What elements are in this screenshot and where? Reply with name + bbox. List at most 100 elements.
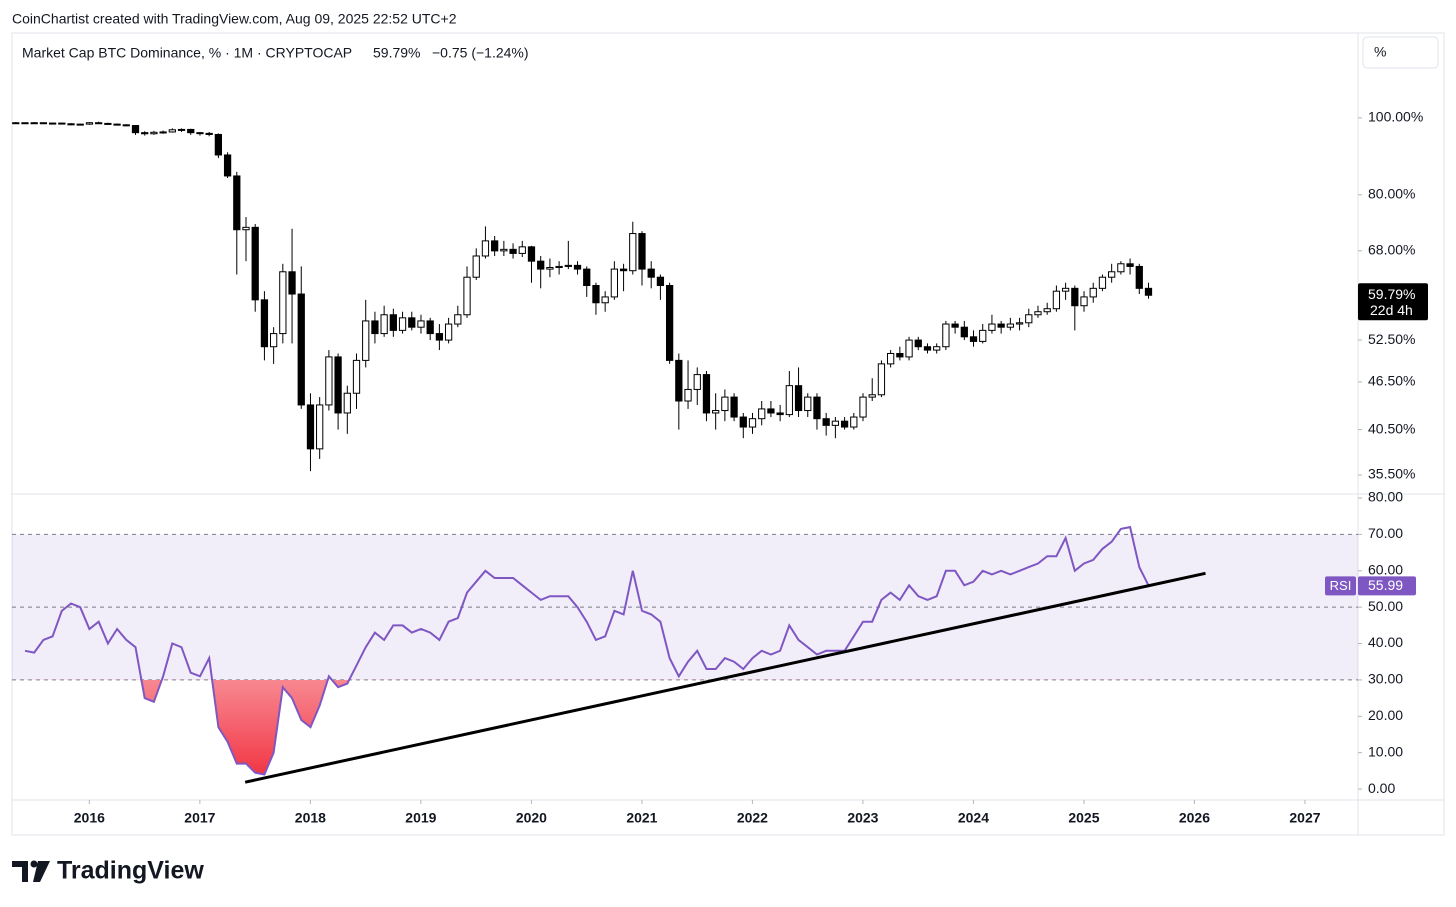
candle-body [426, 320, 434, 335]
y-tick-label: 80.00% [1368, 186, 1415, 202]
x-tick-label: 2025 [1068, 810, 1099, 826]
logo [12, 860, 50, 882]
candle-body [656, 276, 665, 287]
rsi-y-tick-label: 40.00 [1368, 634, 1403, 650]
rsi-oversold-fill [24, 679, 1149, 775]
y-tick-label: 52.50% [1368, 331, 1415, 347]
x-tick-label: 2018 [295, 810, 326, 826]
candle-body [1052, 290, 1061, 310]
candle-body [923, 346, 932, 351]
candle-body [408, 317, 416, 328]
x-tick-label: 2024 [958, 810, 989, 826]
rsi-value-label: 55.99 [1368, 577, 1403, 593]
candle-body [712, 410, 720, 414]
candle-body [1015, 322, 1024, 325]
rsi-value-badge [1358, 576, 1416, 596]
candle-body [1108, 271, 1116, 278]
candle-body [748, 418, 757, 428]
candle-body [509, 248, 517, 254]
candle-body [1025, 314, 1033, 324]
y-tick-label: 40.50% [1368, 420, 1415, 436]
x-tick-label: 2019 [405, 810, 436, 826]
x-tick-label: 2026 [1179, 810, 1210, 826]
y-tick-label: 46.50% [1368, 373, 1415, 389]
candle-body [776, 412, 784, 416]
candle-body [362, 320, 370, 361]
candle-body [960, 326, 968, 338]
rsi-line [24, 525, 1150, 776]
x-tick-label: 2022 [737, 810, 768, 826]
unit-button[interactable] [1362, 36, 1439, 69]
candle-body [398, 317, 407, 331]
candle-body [454, 314, 462, 325]
candle-body [251, 226, 259, 301]
candle-body [951, 323, 959, 328]
candle-body [417, 320, 425, 328]
candle-body [233, 175, 241, 231]
rsi-y-tick-label: 20.00 [1368, 707, 1403, 723]
candle-body [159, 131, 167, 134]
candle-body [665, 285, 674, 361]
candle-body [914, 339, 922, 348]
candle-body [104, 122, 112, 125]
candle-body [141, 132, 149, 135]
candle-body [573, 264, 582, 270]
candle-body [380, 314, 388, 335]
rsi-y-tick-label: 80.00 [1368, 489, 1403, 505]
x-tick-label: 2021 [626, 810, 657, 826]
candle-body [969, 336, 978, 342]
candle-body [942, 323, 950, 348]
rsi-y-tick-label: 10.00 [1368, 743, 1403, 759]
candle-body [840, 420, 849, 428]
trendline [244, 571, 1206, 784]
x-tick-label: 2027 [1289, 810, 1320, 826]
candle-body [684, 388, 692, 402]
candle-body [1144, 287, 1153, 296]
candle-body [1061, 287, 1070, 292]
rsi-y-tick-label: 0.00 [1368, 780, 1395, 796]
candle-body [850, 416, 858, 428]
candle-body [122, 124, 130, 127]
candle-body [619, 268, 628, 272]
price-change: −0.75 (−1.24%) [432, 45, 529, 61]
candle-body [352, 359, 361, 394]
candle-body [316, 404, 324, 450]
y-tick-label: 35.50% [1368, 466, 1415, 482]
candle-body [472, 255, 480, 278]
candle-body [205, 132, 213, 135]
candle-body [95, 122, 103, 125]
candle-body [1080, 296, 1088, 307]
candle-body [168, 129, 176, 133]
candle-body [592, 285, 600, 304]
candle-body [831, 420, 840, 426]
candle-body [1006, 323, 1014, 328]
candle-body [288, 271, 296, 295]
candle-body [1117, 263, 1125, 273]
candle-body [196, 132, 204, 135]
candle-body [629, 233, 637, 272]
candle-body [859, 396, 867, 418]
last-price: 59.79% [373, 45, 420, 61]
x-tick-label: 2016 [74, 810, 105, 826]
candle-body [1034, 311, 1042, 316]
candle-body [868, 394, 876, 398]
candle-body [1135, 265, 1143, 289]
candle-body [1098, 276, 1107, 289]
candle-body [1126, 263, 1134, 267]
candle-body [444, 323, 453, 341]
candle-body [638, 233, 646, 270]
unit-label: % [1374, 44, 1386, 60]
candle-body [1071, 287, 1079, 307]
candle-body [583, 268, 591, 287]
candle-body [85, 122, 94, 125]
rsi-y-tick-label: 70.00 [1368, 525, 1403, 541]
candle-body [67, 123, 75, 126]
candle-body [187, 128, 195, 134]
candle-body [389, 314, 397, 331]
candle-body [905, 339, 913, 358]
candle-body [491, 240, 499, 252]
last-price-badge [1358, 283, 1428, 321]
candle-body [794, 385, 803, 412]
candle-body [896, 352, 904, 358]
